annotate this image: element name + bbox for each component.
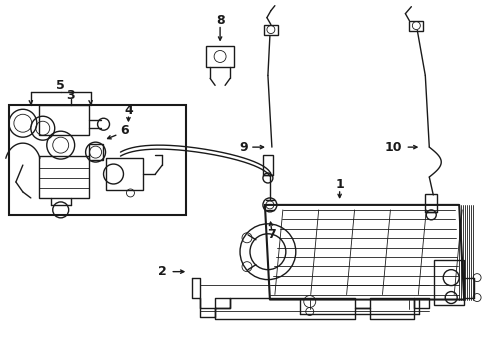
Bar xyxy=(425,194,437,212)
Text: 6: 6 xyxy=(121,124,129,137)
Text: 7: 7 xyxy=(268,228,276,241)
Bar xyxy=(263,155,273,175)
Bar xyxy=(409,21,423,31)
Bar xyxy=(39,156,89,198)
Text: 10: 10 xyxy=(385,141,402,154)
Text: 1: 1 xyxy=(335,179,344,192)
Bar xyxy=(39,105,89,135)
Text: 2: 2 xyxy=(158,265,166,278)
Bar xyxy=(264,24,278,35)
Text: 9: 9 xyxy=(239,141,248,154)
Text: 4: 4 xyxy=(124,104,133,117)
Text: 5: 5 xyxy=(56,79,65,92)
Text: 8: 8 xyxy=(216,14,224,27)
Bar xyxy=(434,260,464,305)
Text: 3: 3 xyxy=(66,89,75,102)
Bar xyxy=(105,158,144,190)
Bar xyxy=(89,144,102,160)
Bar xyxy=(206,45,234,67)
Bar xyxy=(9,105,186,215)
